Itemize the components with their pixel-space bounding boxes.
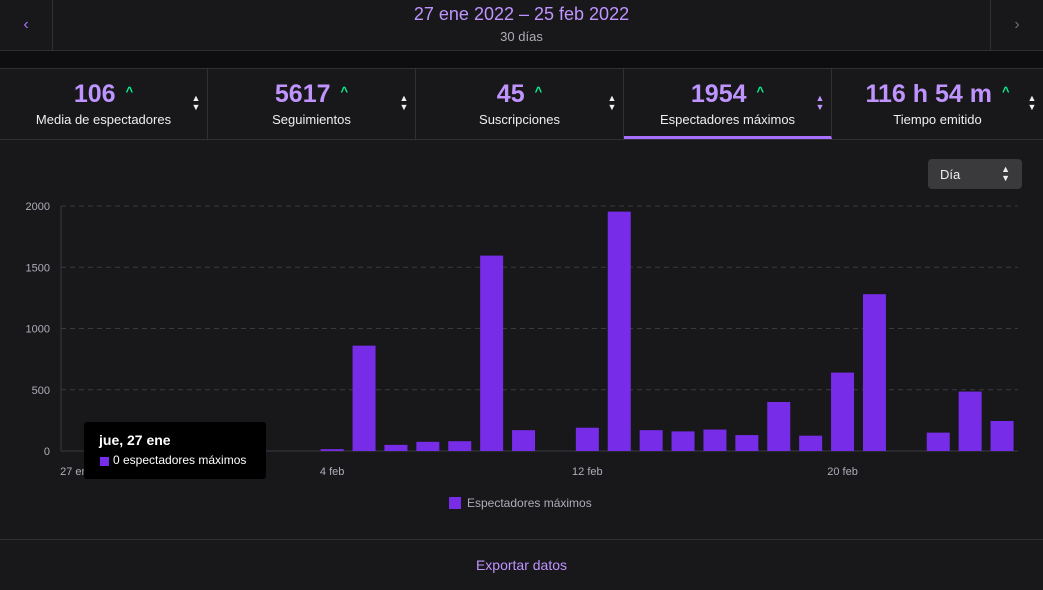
chevron-up-down-icon: ▲ ▼: [1001, 164, 1010, 183]
bar: [575, 427, 599, 451]
y-tick-label: 1000: [26, 324, 50, 336]
chart-tooltip: jue, 27 ene 0 espectadores máximos: [84, 422, 266, 479]
date-range-label: 27 ene 2022 – 25 feb 2022: [413, 4, 630, 24]
chevron-left-icon: ‹: [23, 16, 29, 33]
x-tick-label: 20 feb: [827, 466, 858, 478]
stat-label: Tiempo emitido: [893, 112, 982, 127]
tooltip-title: jue, 27 ene: [99, 432, 171, 448]
trend-up-icon: ^: [1001, 84, 1010, 99]
footer: Exportar datos: [0, 539, 1043, 590]
bar: [671, 431, 695, 451]
bar: [512, 430, 536, 451]
granularity-value: Día: [940, 167, 961, 182]
bar: [384, 444, 408, 451]
previous-period-button[interactable]: ‹: [0, 0, 53, 50]
y-tick-label: 2000: [26, 201, 50, 213]
bar: [926, 432, 950, 451]
stat-label: Seguimientos: [272, 112, 351, 127]
bar: [639, 430, 663, 451]
sort-icon: ▲ ▼: [607, 93, 617, 112]
bar: [735, 435, 759, 451]
stat-label: Media de espectadores: [35, 112, 172, 127]
bar: [320, 449, 344, 451]
days-count: 30 días: [500, 29, 543, 44]
stat-max-viewers[interactable]: 1954 ^ Espectadores máximos ▲ ▼: [624, 69, 832, 139]
stat-value: 45: [496, 80, 525, 108]
trend-up-icon: ^: [534, 84, 543, 99]
x-tick-label: 4 feb: [320, 466, 344, 478]
y-tick-label: 500: [32, 385, 50, 397]
sort-icon: ▲ ▼: [191, 93, 201, 112]
bar: [480, 255, 504, 451]
bar: [862, 294, 886, 451]
stat-average-viewers[interactable]: 106 ^ Media de espectadores ▲ ▼: [0, 69, 208, 139]
stats-tabs: 106 ^ Media de espectadores ▲ ▼ 5617 ^ Segu…: [0, 69, 1043, 140]
bar: [416, 441, 440, 451]
bar: [352, 345, 376, 451]
bar: [831, 372, 855, 451]
export-data-link[interactable]: Exportar datos: [475, 557, 568, 573]
bar: [958, 391, 982, 451]
granularity-select[interactable]: Día ▲ ▼: [928, 159, 1022, 189]
tooltip-swatch: [100, 457, 109, 466]
stats-panel: 106 ^ Media de espectadores ▲ ▼ 5617 ^ Segu…: [0, 68, 1043, 590]
stat-subscriptions[interactable]: 45 ^ Suscripciones ▲ ▼: [416, 69, 624, 139]
stat-follows[interactable]: 5617 ^ Seguimientos ▲ ▼: [208, 69, 416, 139]
trend-up-icon: ^: [340, 84, 349, 99]
bar: [607, 211, 631, 451]
chevron-right-icon: ›: [1014, 16, 1020, 33]
stat-label: Suscripciones: [479, 112, 560, 127]
tooltip-value: 0 espectadores máximos: [113, 453, 247, 467]
x-tick-label: 12 feb: [572, 466, 603, 478]
date-range-header: ‹ 27 ene 2022 – 25 feb 2022 30 días ›: [0, 0, 1043, 51]
legend-label: Espectadores máximos: [467, 496, 592, 510]
bar: [703, 429, 727, 451]
trend-up-icon: ^: [756, 84, 765, 99]
stat-value: 116 h 54 m: [865, 80, 992, 108]
stat-label: Espectadores máximos: [659, 112, 796, 127]
y-tick-label: 0: [44, 446, 50, 458]
chart-legend[interactable]: Espectadores máximos: [449, 496, 592, 510]
legend-swatch: [449, 497, 461, 509]
y-tick-label: 1500: [26, 262, 50, 274]
next-period-button[interactable]: ›: [990, 0, 1043, 50]
bar: [448, 441, 472, 451]
trend-up-icon: ^: [125, 84, 134, 99]
stat-value: 106: [73, 80, 116, 108]
stat-time-streamed[interactable]: 116 h 54 m ^ Tiempo emitido ▲ ▼: [832, 69, 1043, 139]
stat-value: 1954: [690, 80, 747, 108]
sort-icon: ▲ ▼: [399, 93, 409, 112]
stat-value: 5617: [274, 80, 331, 108]
bar: [990, 420, 1014, 451]
sort-icon: ▲ ▼: [1027, 93, 1037, 112]
bar: [799, 435, 823, 451]
sort-icon: ▲ ▼: [815, 93, 825, 112]
bar: [767, 402, 791, 451]
